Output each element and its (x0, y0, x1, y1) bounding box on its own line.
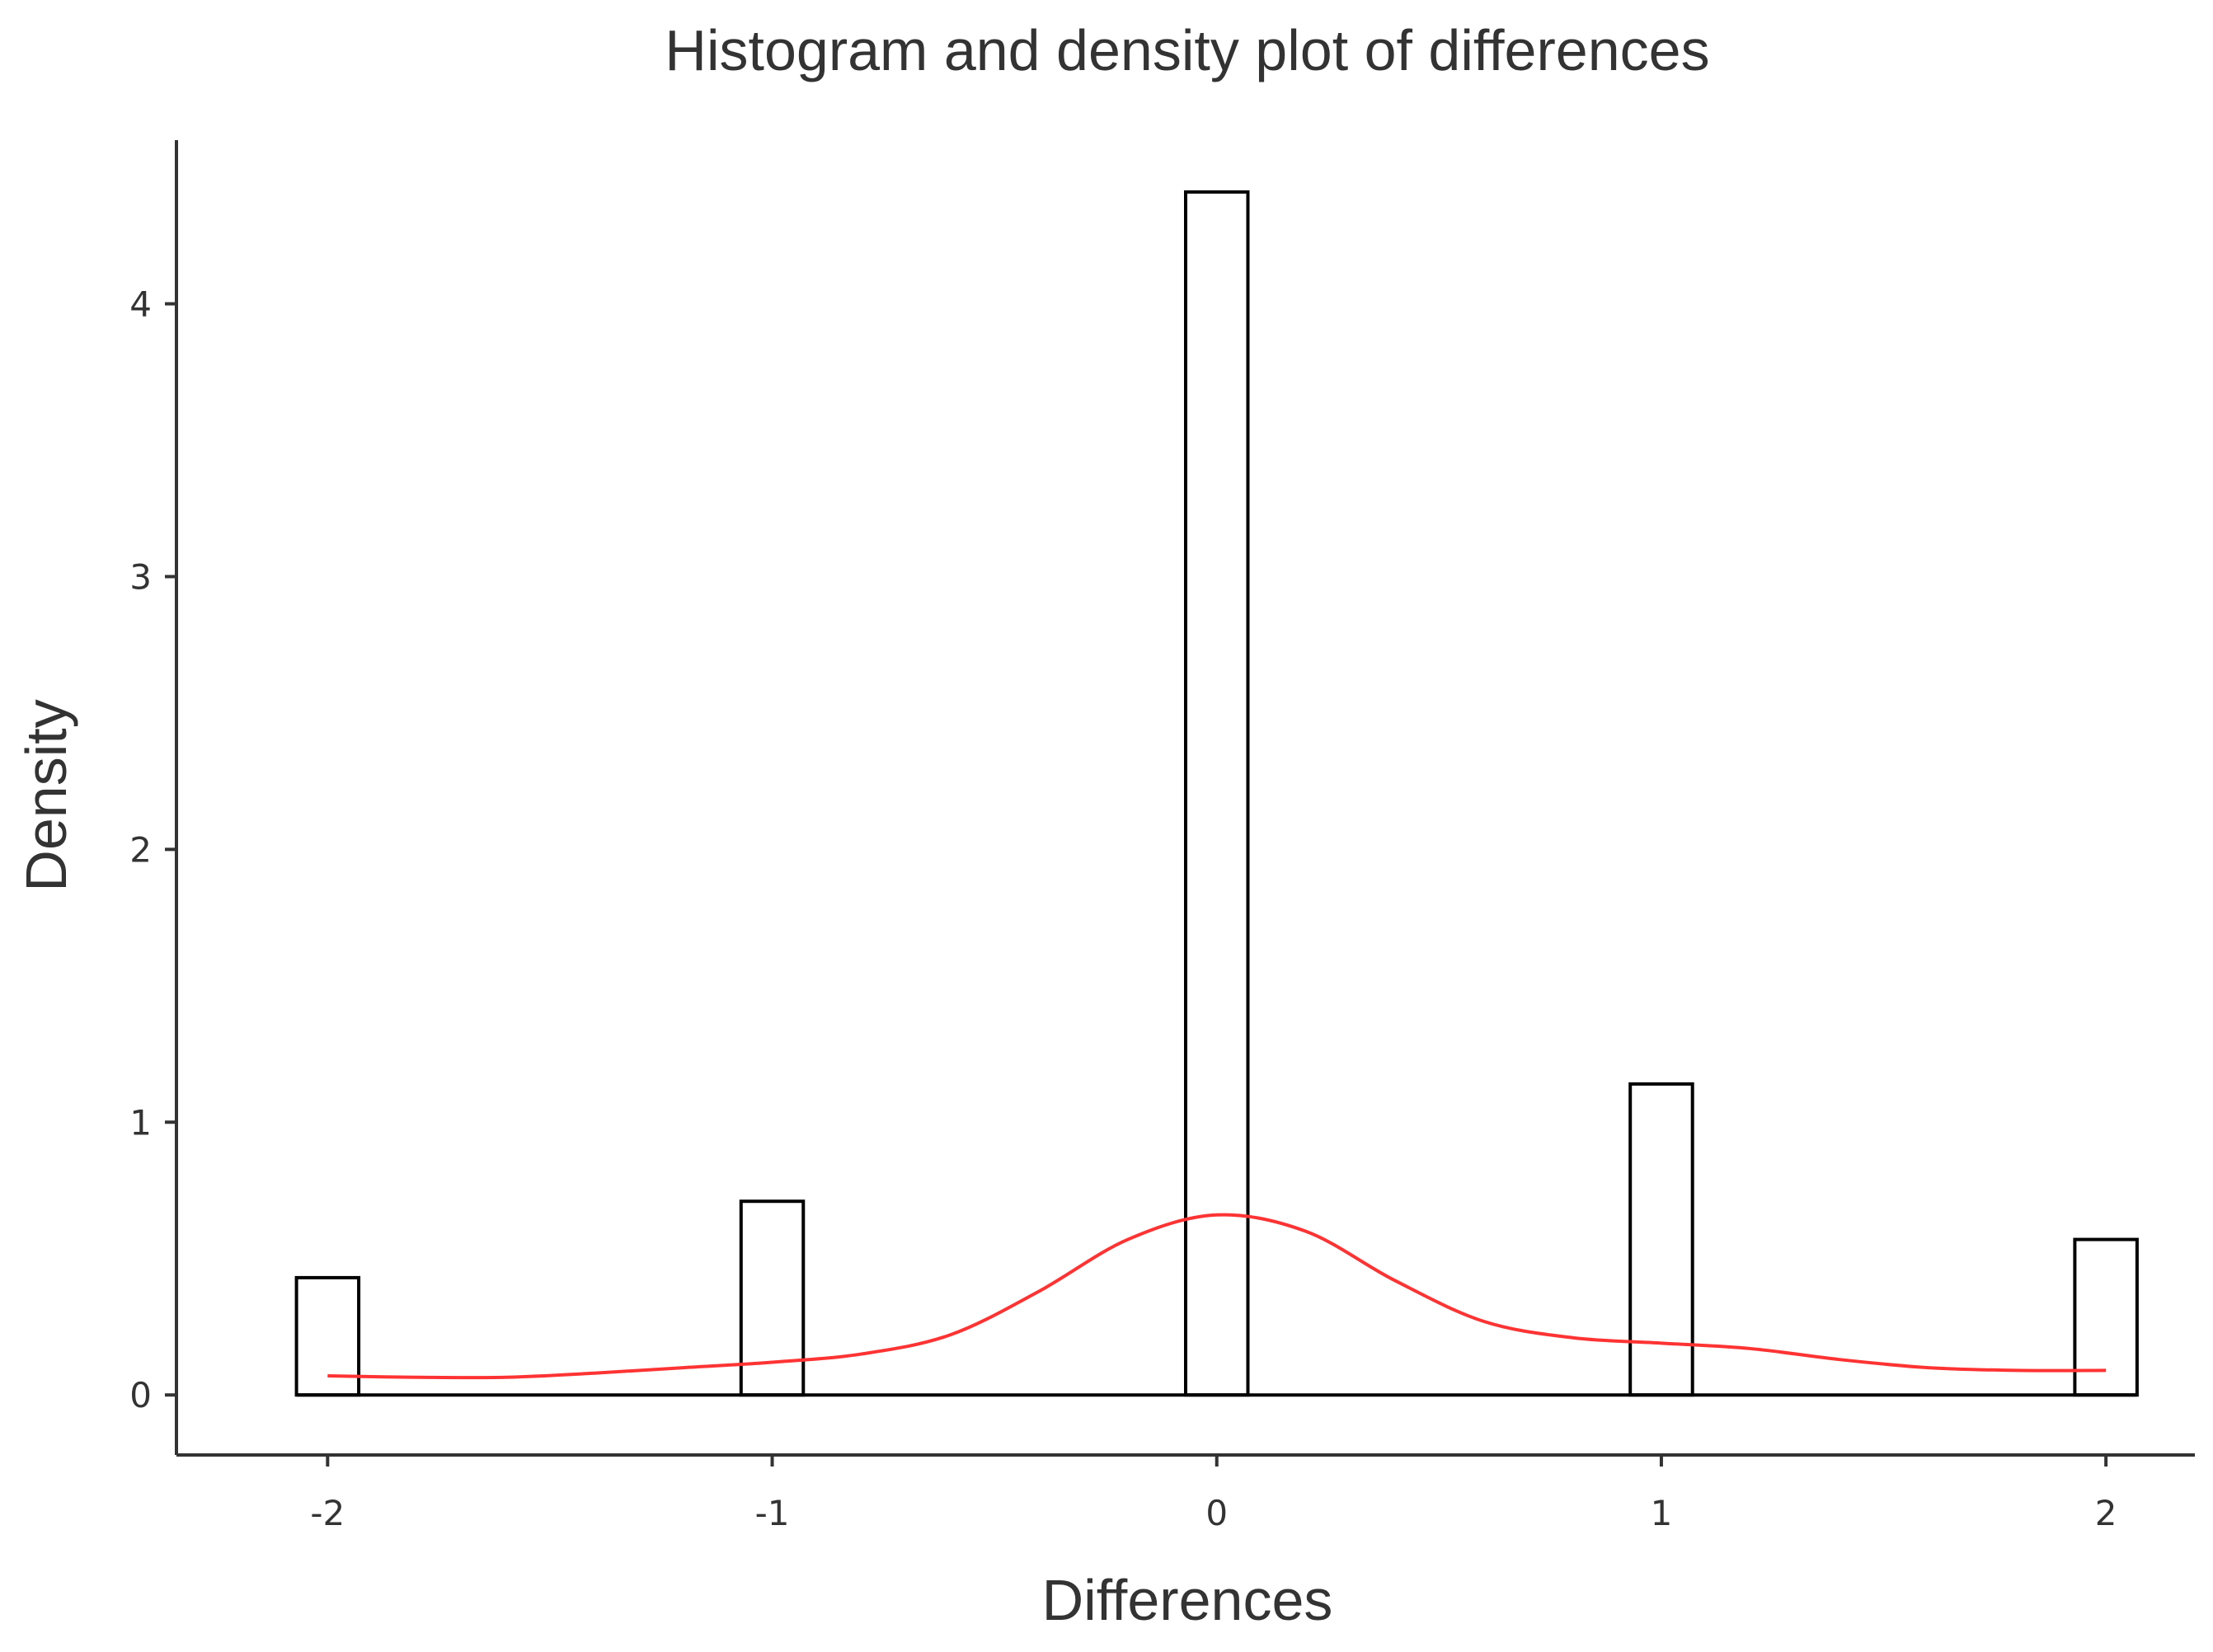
y-tick-label: 1 (129, 1102, 152, 1143)
x-axis-title: Differences (1042, 1568, 1333, 1632)
y-axis-ticks: 0 1 2 3 4 (129, 284, 176, 1415)
x-tick-label: 1 (1651, 1493, 1673, 1533)
y-tick-label: 2 (129, 829, 152, 870)
chart-title: Histogram and density plot of difference… (665, 18, 1709, 82)
histogram-bar-1 (739, 1199, 806, 1397)
y-tick-label: 4 (129, 284, 152, 325)
y-tick-label: 0 (129, 1375, 152, 1415)
density-curve (327, 1213, 2107, 1380)
x-tick-label: -1 (755, 1493, 790, 1533)
y-tick-label: 3 (129, 556, 152, 597)
x-axis-ticks: -2 -1 0 1 2 (310, 1455, 2117, 1533)
y-axis-title: Density (14, 699, 78, 891)
x-tick-label: -2 (310, 1493, 345, 1533)
x-tick-label: 2 (2095, 1493, 2117, 1533)
histogram-bar-3 (1628, 1082, 1694, 1397)
x-tick-label: 0 (1205, 1493, 1228, 1533)
